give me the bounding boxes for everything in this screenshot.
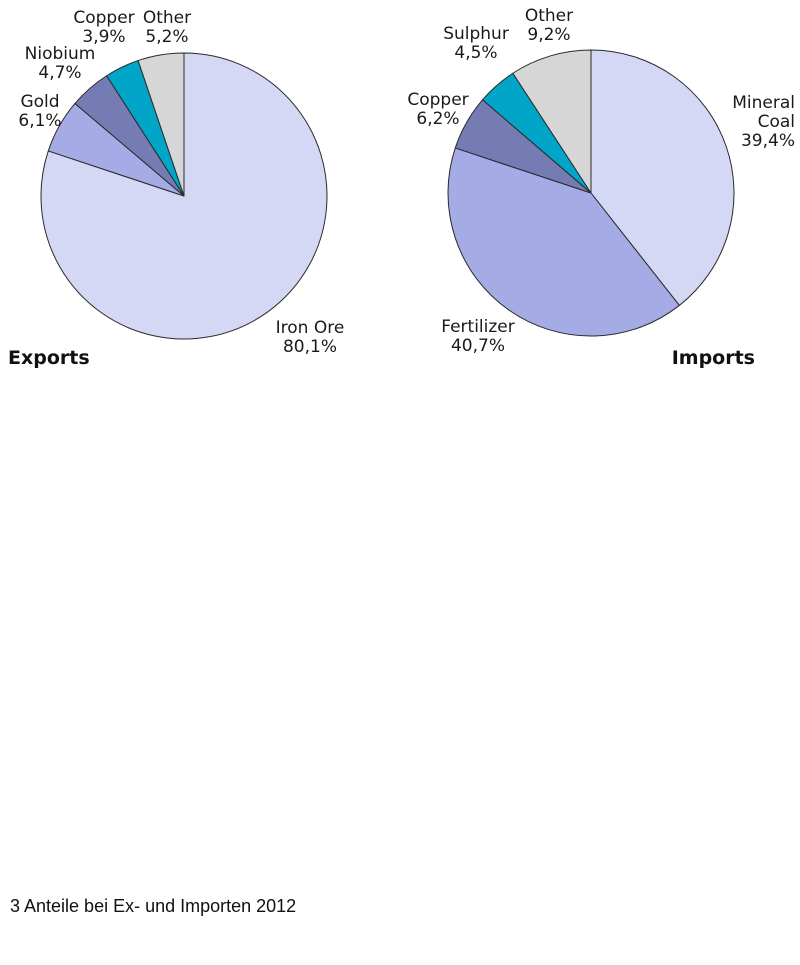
pie-slice-mineral-coal	[590, 49, 735, 306]
pie-charts: Iron Ore 80,1% Gold 6,1% Niobium 4,7%Copper 3,…	[8, 6, 795, 369]
figure-caption: 3 Anteile bei Ex- und Importen 2012	[10, 896, 297, 916]
slice-label-gold: Gold 6,1%	[18, 92, 61, 131]
pie-slice-other	[512, 49, 592, 194]
slice-label-mineral-coal: Mineral Coal 39,4%	[732, 93, 795, 151]
chart-title-imports: Imports	[672, 347, 755, 369]
pie-exports	[40, 52, 328, 340]
pie-slice-other	[137, 52, 185, 197]
slice-label-other: Other 9,2%	[525, 6, 573, 45]
slice-label-other: Other 5,2%	[143, 8, 191, 47]
pie-slice-fertilizer	[447, 147, 680, 337]
chart-title-exports: Exports	[8, 347, 90, 369]
slice-label-copper: Copper 3,9%	[73, 8, 134, 47]
slice-label-iron-ore: Iron Ore 80,1%	[276, 318, 345, 357]
slice-label-fertilizer: Fertilizer 40,7%	[441, 317, 515, 356]
slice-label-niobium: Niobium 4,7%	[25, 44, 96, 83]
pie-imports	[447, 49, 735, 337]
slice-label-copper: Copper 6,2%	[407, 90, 468, 129]
slice-label-sulphur: Sulphur 4,5%	[443, 24, 509, 63]
